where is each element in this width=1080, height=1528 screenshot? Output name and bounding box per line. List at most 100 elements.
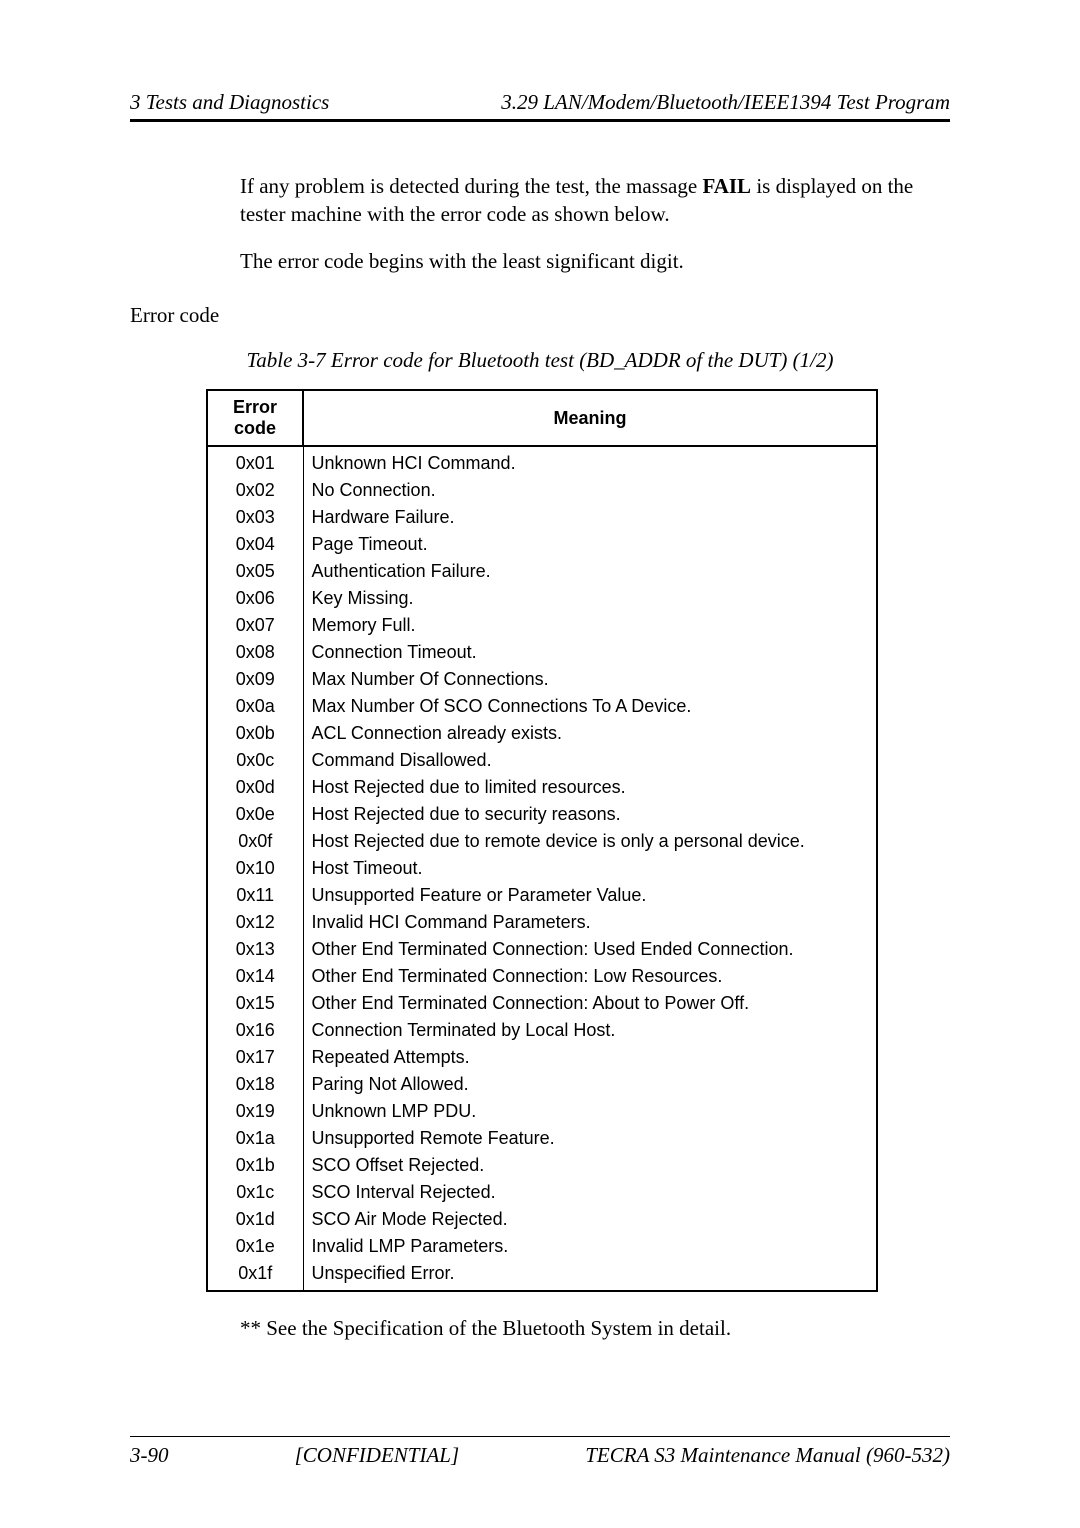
cell-error-code: 0x03	[207, 504, 303, 531]
table-row: 0x08Connection Timeout.	[207, 639, 877, 666]
cell-error-code: 0x0b	[207, 720, 303, 747]
cell-meaning: Other End Terminated Connection: Low Res…	[303, 963, 877, 990]
cell-meaning: SCO Interval Rejected.	[303, 1179, 877, 1206]
header-rule	[130, 119, 950, 122]
header-right: 3.29 LAN/Modem/Bluetooth/IEEE1394 Test P…	[501, 90, 950, 115]
cell-error-code: 0x04	[207, 531, 303, 558]
cell-error-code: 0x1f	[207, 1260, 303, 1291]
cell-error-code: 0x15	[207, 990, 303, 1017]
intro-block: If any problem is detected during the te…	[240, 172, 940, 275]
table-row: 0x15Other End Terminated Connection: Abo…	[207, 990, 877, 1017]
cell-error-code: 0x1b	[207, 1152, 303, 1179]
table-row: 0x07Memory Full.	[207, 612, 877, 639]
cell-error-code: 0x11	[207, 882, 303, 909]
cell-meaning: Unknown HCI Command.	[303, 446, 877, 477]
cell-error-code: 0x1d	[207, 1206, 303, 1233]
cell-meaning: Unsupported Remote Feature.	[303, 1125, 877, 1152]
cell-meaning: Authentication Failure.	[303, 558, 877, 585]
table-header-row: Error code Meaning	[207, 390, 877, 446]
table-row: 0x12Invalid HCI Command Parameters.	[207, 909, 877, 936]
cell-meaning: Host Rejected due to security reasons.	[303, 801, 877, 828]
cell-error-code: 0x19	[207, 1098, 303, 1125]
footnote: ** See the Specification of the Bluetoot…	[240, 1316, 950, 1341]
footer-left: 3-90	[130, 1443, 169, 1468]
cell-error-code: 0x14	[207, 963, 303, 990]
cell-error-code: 0x0f	[207, 828, 303, 855]
table-row: 0x1fUnspecified Error.	[207, 1260, 877, 1291]
cell-meaning: Repeated Attempts.	[303, 1044, 877, 1071]
cell-error-code: 0x0e	[207, 801, 303, 828]
cell-meaning: Paring Not Allowed.	[303, 1071, 877, 1098]
cell-meaning: Other End Terminated Connection: Used En…	[303, 936, 877, 963]
table-row: 0x19Unknown LMP PDU.	[207, 1098, 877, 1125]
cell-error-code: 0x07	[207, 612, 303, 639]
cell-meaning: Key Missing.	[303, 585, 877, 612]
cell-error-code: 0x08	[207, 639, 303, 666]
table-row: 0x0aMax Number Of SCO Connections To A D…	[207, 693, 877, 720]
cell-meaning: Invalid LMP Parameters.	[303, 1233, 877, 1260]
cell-meaning: Page Timeout.	[303, 531, 877, 558]
table-row: 0x01Unknown HCI Command.	[207, 446, 877, 477]
cell-meaning: No Connection.	[303, 477, 877, 504]
cell-error-code: 0x0c	[207, 747, 303, 774]
cell-error-code: 0x10	[207, 855, 303, 882]
intro-paragraph-1: If any problem is detected during the te…	[240, 172, 940, 229]
header-left: 3 Tests and Diagnostics	[130, 90, 329, 115]
table-row: 0x04Page Timeout.	[207, 531, 877, 558]
page-header: 3 Tests and Diagnostics 3.29 LAN/Modem/B…	[130, 90, 950, 119]
cell-meaning: Host Timeout.	[303, 855, 877, 882]
table-row: 0x03Hardware Failure.	[207, 504, 877, 531]
cell-error-code: 0x12	[207, 909, 303, 936]
cell-error-code: 0x06	[207, 585, 303, 612]
table-row: 0x17Repeated Attempts.	[207, 1044, 877, 1071]
cell-meaning: Unspecified Error.	[303, 1260, 877, 1291]
intro-p1-before: If any problem is detected during the te…	[240, 174, 702, 198]
cell-meaning: Connection Terminated by Local Host.	[303, 1017, 877, 1044]
table-row: 0x16Connection Terminated by Local Host.	[207, 1017, 877, 1044]
table-row: 0x0bACL Connection already exists.	[207, 720, 877, 747]
cell-error-code: 0x1c	[207, 1179, 303, 1206]
table-row: 0x0dHost Rejected due to limited resourc…	[207, 774, 877, 801]
cell-meaning: Max Number Of Connections.	[303, 666, 877, 693]
error-code-table: Error code Meaning 0x01Unknown HCI Comma…	[206, 389, 878, 1292]
table-row: 0x0fHost Rejected due to remote device i…	[207, 828, 877, 855]
table-row: 0x1cSCO Interval Rejected.	[207, 1179, 877, 1206]
cell-error-code: 0x02	[207, 477, 303, 504]
table-header-code: Error code	[207, 390, 303, 446]
cell-error-code: 0x1a	[207, 1125, 303, 1152]
cell-error-code: 0x0d	[207, 774, 303, 801]
table-row: 0x1aUnsupported Remote Feature.	[207, 1125, 877, 1152]
table-row: 0x0cCommand Disallowed.	[207, 747, 877, 774]
cell-meaning: SCO Offset Rejected.	[303, 1152, 877, 1179]
cell-error-code: 0x0a	[207, 693, 303, 720]
table-row: 0x0eHost Rejected due to security reason…	[207, 801, 877, 828]
error-table-wrap: Error code Meaning 0x01Unknown HCI Comma…	[206, 389, 878, 1292]
table-row: 0x05Authentication Failure.	[207, 558, 877, 585]
cell-meaning: Connection Timeout.	[303, 639, 877, 666]
cell-error-code: 0x17	[207, 1044, 303, 1071]
table-header-meaning: Meaning	[303, 390, 877, 446]
table-row: 0x13Other End Terminated Connection: Use…	[207, 936, 877, 963]
cell-error-code: 0x05	[207, 558, 303, 585]
table-row: 0x14Other End Terminated Connection: Low…	[207, 963, 877, 990]
cell-error-code: 0x01	[207, 446, 303, 477]
cell-meaning: Unsupported Feature or Parameter Value.	[303, 882, 877, 909]
footer-center: [CONFIDENTIAL]	[295, 1443, 460, 1468]
cell-error-code: 0x09	[207, 666, 303, 693]
table-body: 0x01Unknown HCI Command.0x02No Connectio…	[207, 446, 877, 1291]
cell-meaning: Memory Full.	[303, 612, 877, 639]
intro-paragraph-2: The error code begins with the least sig…	[240, 247, 940, 275]
cell-meaning: SCO Air Mode Rejected.	[303, 1206, 877, 1233]
cell-meaning: Hardware Failure.	[303, 504, 877, 531]
cell-meaning: Host Rejected due to limited resources.	[303, 774, 877, 801]
cell-meaning: Invalid HCI Command Parameters.	[303, 909, 877, 936]
cell-meaning: Max Number Of SCO Connections To A Devic…	[303, 693, 877, 720]
cell-error-code: 0x18	[207, 1071, 303, 1098]
table-row: 0x09Max Number Of Connections.	[207, 666, 877, 693]
table-caption: Table 3-7 Error code for Bluetooth test …	[130, 348, 950, 373]
cell-meaning: ACL Connection already exists.	[303, 720, 877, 747]
table-row: 0x06Key Missing.	[207, 585, 877, 612]
error-code-label: Error code	[130, 303, 950, 328]
cell-meaning: Command Disallowed.	[303, 747, 877, 774]
cell-error-code: 0x13	[207, 936, 303, 963]
